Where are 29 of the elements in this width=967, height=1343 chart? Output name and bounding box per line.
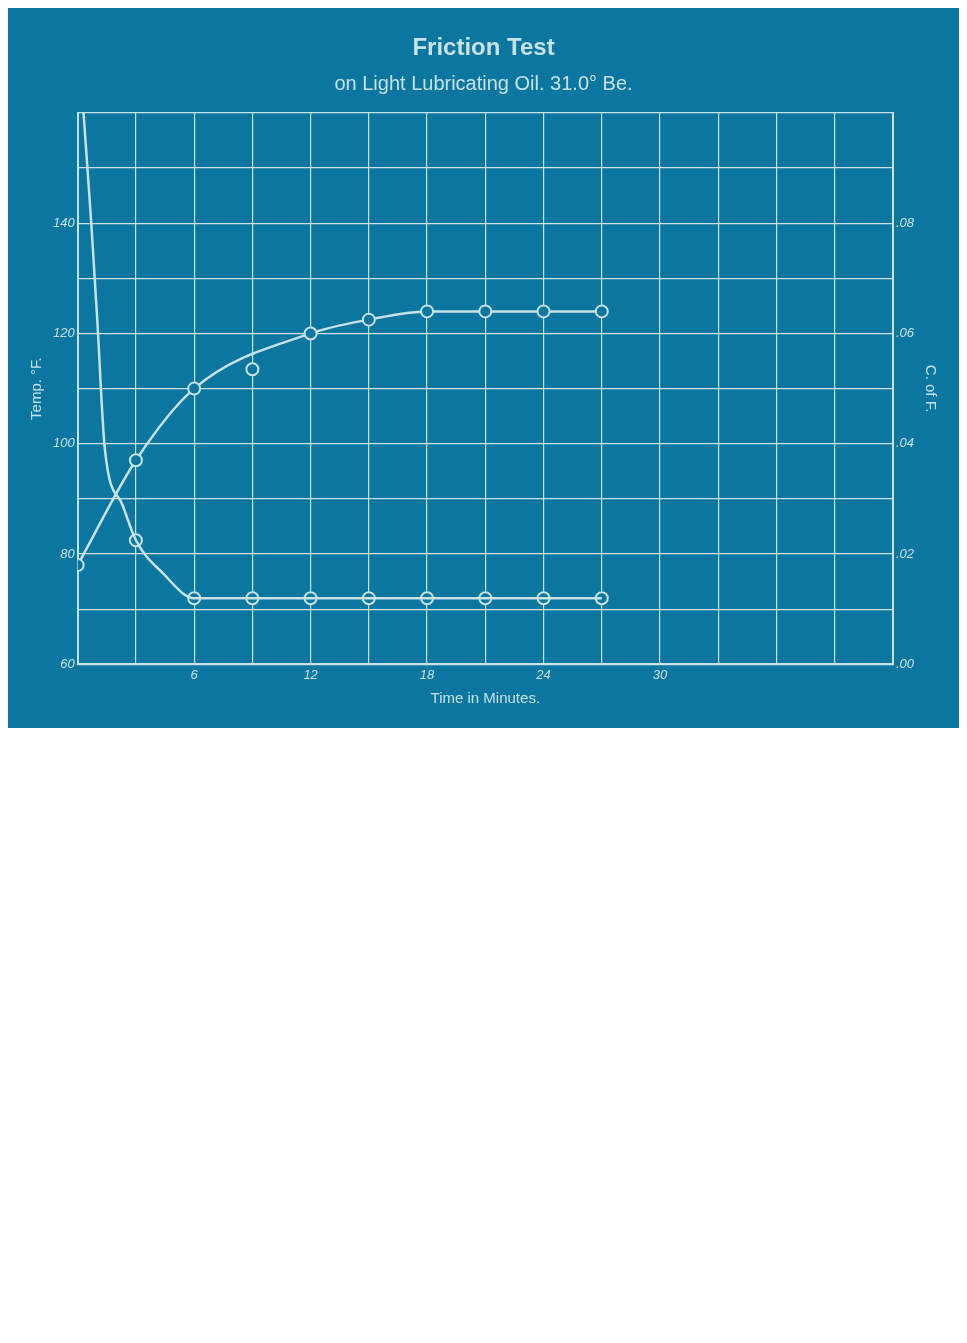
y2-tick-label: .00 [895, 656, 915, 672]
point [187, 381, 202, 396]
x-tick-label: 6 [190, 666, 199, 682]
x-axis-title: Time in Minutes. [430, 689, 541, 707]
y-tick-label: 140 [52, 214, 76, 230]
y2-tick-label: .06 [895, 325, 915, 341]
y2-tick-label: .04 [895, 435, 915, 451]
x-tick-label: 12 [303, 666, 319, 682]
point [361, 312, 376, 327]
y2-tick-label: .08 [895, 214, 915, 230]
y-tick-label: 100 [52, 435, 76, 451]
y-tick-label: 120 [52, 325, 76, 341]
point [420, 304, 435, 319]
x-tick-label: 24 [535, 666, 551, 682]
chart-title: Friction Test [412, 33, 555, 61]
chart-subtitle: on Light Lubricating Oil. 31.0° Be. [334, 72, 633, 95]
y-axis-title: Temp. °F. [27, 357, 45, 420]
y2-tick-label: .02 [895, 545, 915, 561]
y-tick-label: 60 [60, 656, 76, 672]
x-tick-label: 30 [652, 666, 668, 682]
y2-axis-title: C. of F. [922, 364, 940, 413]
point [303, 326, 318, 341]
point [536, 304, 551, 319]
point [478, 304, 493, 319]
point [594, 304, 609, 319]
point [245, 362, 260, 377]
x-tick-label: 18 [419, 666, 436, 682]
y-tick-label: 80 [60, 545, 76, 561]
point [128, 453, 143, 468]
